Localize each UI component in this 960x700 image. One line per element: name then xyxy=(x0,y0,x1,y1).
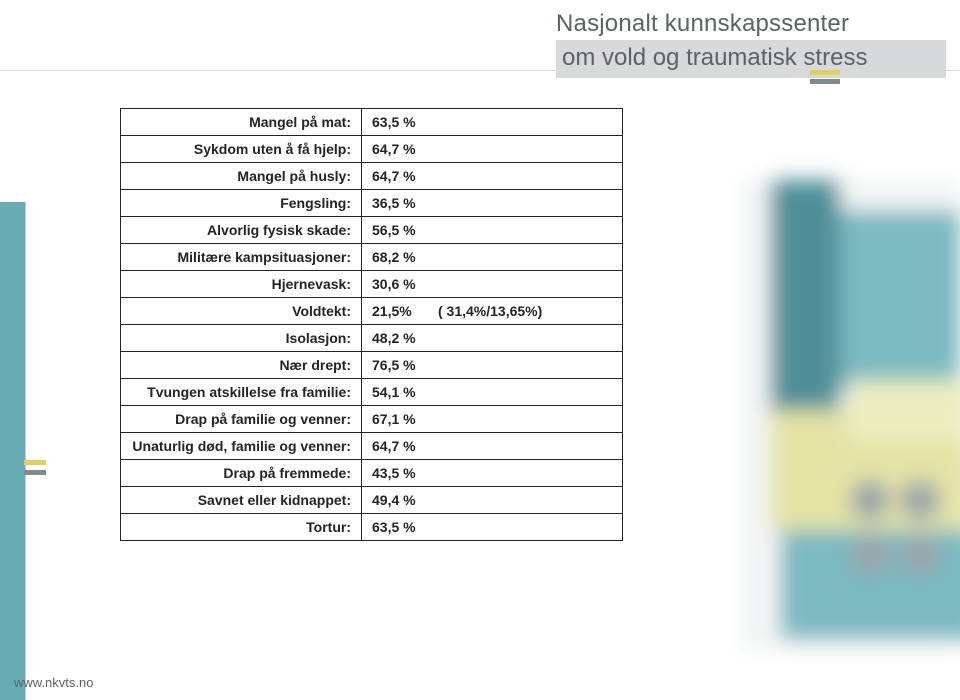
decor-bar xyxy=(810,79,840,84)
row-value: 49,4 % xyxy=(362,487,623,514)
table-row: Hjernevask: 30,6 % xyxy=(121,271,623,298)
table-row: Tortur: 63,5 % xyxy=(121,514,623,541)
row-value: 64,7 % xyxy=(362,136,623,163)
row-pct: 76,5 % xyxy=(372,357,432,373)
row-value: 54,1 % xyxy=(362,379,623,406)
row-value: 21,5%( 31,4%/13,65%) xyxy=(362,298,623,325)
row-label: Mangel på mat: xyxy=(121,109,362,136)
row-pct: 21,5% xyxy=(372,303,432,319)
table-row: Voldtekt:21,5%( 31,4%/13,65%) xyxy=(121,298,623,325)
row-label: Mangel på husly: xyxy=(121,163,362,190)
background-art xyxy=(700,150,960,670)
row-pct: 64,7 % xyxy=(372,168,432,184)
row-pct: 43,5 % xyxy=(372,465,432,481)
row-label: Voldtekt: xyxy=(121,298,362,325)
row-value: 67,1 % xyxy=(362,406,623,433)
footer-url: www.nkvts.no xyxy=(14,675,93,690)
row-value: 43,5 % xyxy=(362,460,623,487)
decor-bar xyxy=(810,70,840,75)
data-table: Mangel på mat: 63,5 % Sykdom uten å få hje… xyxy=(120,108,623,541)
slide-root: Nasjonalt kunnskapssenter om vold og tra… xyxy=(0,0,960,700)
background-art-svg xyxy=(700,150,960,670)
org-title-line2-box: om vold og traumatisk stress xyxy=(556,40,946,78)
table-row: Unaturlig død, familie og venner: 64,7 % xyxy=(121,433,623,460)
row-label: Alvorlig fysisk skade: xyxy=(121,217,362,244)
row-label: Tvungen atskillelse fra familie: xyxy=(121,379,362,406)
header-mini-bars-icon xyxy=(810,70,840,88)
table-row: Fengsling: 36,5 % xyxy=(121,190,623,217)
row-label: Nær drept: xyxy=(121,352,362,379)
table-row: Mangel på mat: 63,5 % xyxy=(121,109,623,136)
row-label: Isolasjon: xyxy=(121,325,362,352)
table-row: Alvorlig fysisk skade: 56,5 % xyxy=(121,217,623,244)
decor-bar xyxy=(24,470,46,475)
row-pct: 68,2 % xyxy=(372,249,432,265)
row-pct: 48,2 % xyxy=(372,330,432,346)
org-title-box: Nasjonalt kunnskapssenter om vold og tra… xyxy=(556,10,946,78)
row-value: 64,7 % xyxy=(362,163,623,190)
row-value: 56,5 % xyxy=(362,217,623,244)
row-value: 76,5 % xyxy=(362,352,623,379)
row-pct: 67,1 % xyxy=(372,411,432,427)
row-value: 63,5 % xyxy=(362,109,623,136)
row-pct: 64,7 % xyxy=(372,438,432,454)
row-label: Tortur: xyxy=(121,514,362,541)
row-value: 48,2 % xyxy=(362,325,623,352)
decor-bar xyxy=(24,460,46,465)
row-label: Drap på familie og venner: xyxy=(121,406,362,433)
row-note: ( 31,4%/13,65%) xyxy=(432,303,542,319)
row-label: Fengsling: xyxy=(121,190,362,217)
row-label: Militære kampsituasjoner: xyxy=(121,244,362,271)
row-label: Unaturlig død, familie og venner: xyxy=(121,433,362,460)
org-title-line2: om vold og traumatisk stress xyxy=(562,44,867,71)
table-row: Sykdom uten å få hjelp: 64,7 % xyxy=(121,136,623,163)
row-value: 68,2 % xyxy=(362,244,623,271)
table-row: Savnet eller kidnappet: 49,4 % xyxy=(121,487,623,514)
table-row: Mangel på husly: 64,7 % xyxy=(121,163,623,190)
row-label: Savnet eller kidnappet: xyxy=(121,487,362,514)
left-mini-bars-icon xyxy=(24,460,46,480)
table-row: Nær drept: 76,5 % xyxy=(121,352,623,379)
row-pct: 30,6 % xyxy=(372,276,432,292)
table-row: Tvungen atskillelse fra familie: 54,1 % xyxy=(121,379,623,406)
row-pct: 36,5 % xyxy=(372,195,432,211)
row-label: Drap på fremmede: xyxy=(121,460,362,487)
row-pct: 54,1 % xyxy=(372,384,432,400)
row-value: 36,5 % xyxy=(362,190,623,217)
row-pct: 63,5 % xyxy=(372,114,432,130)
row-value: 30,6 % xyxy=(362,271,623,298)
org-title-line1: Nasjonalt kunnskapssenter xyxy=(556,10,946,40)
row-label: Hjernevask: xyxy=(121,271,362,298)
row-pct: 49,4 % xyxy=(372,492,432,508)
row-label: Sykdom uten å få hjelp: xyxy=(121,136,362,163)
row-pct: 56,5 % xyxy=(372,222,432,238)
row-pct: 64,7 % xyxy=(372,141,432,157)
table-row: Isolasjon: 48,2 % xyxy=(121,325,623,352)
row-pct: 63,5 % xyxy=(372,519,432,535)
table-row: Drap på fremmede: 43,5 % xyxy=(121,460,623,487)
row-value: 64,7 % xyxy=(362,433,623,460)
table-row: Drap på familie og venner: 67,1 % xyxy=(121,406,623,433)
left-stripe-art xyxy=(0,180,46,700)
row-value: 63,5 % xyxy=(362,514,623,541)
table-row: Militære kampsituasjoner: 68,2 % xyxy=(121,244,623,271)
